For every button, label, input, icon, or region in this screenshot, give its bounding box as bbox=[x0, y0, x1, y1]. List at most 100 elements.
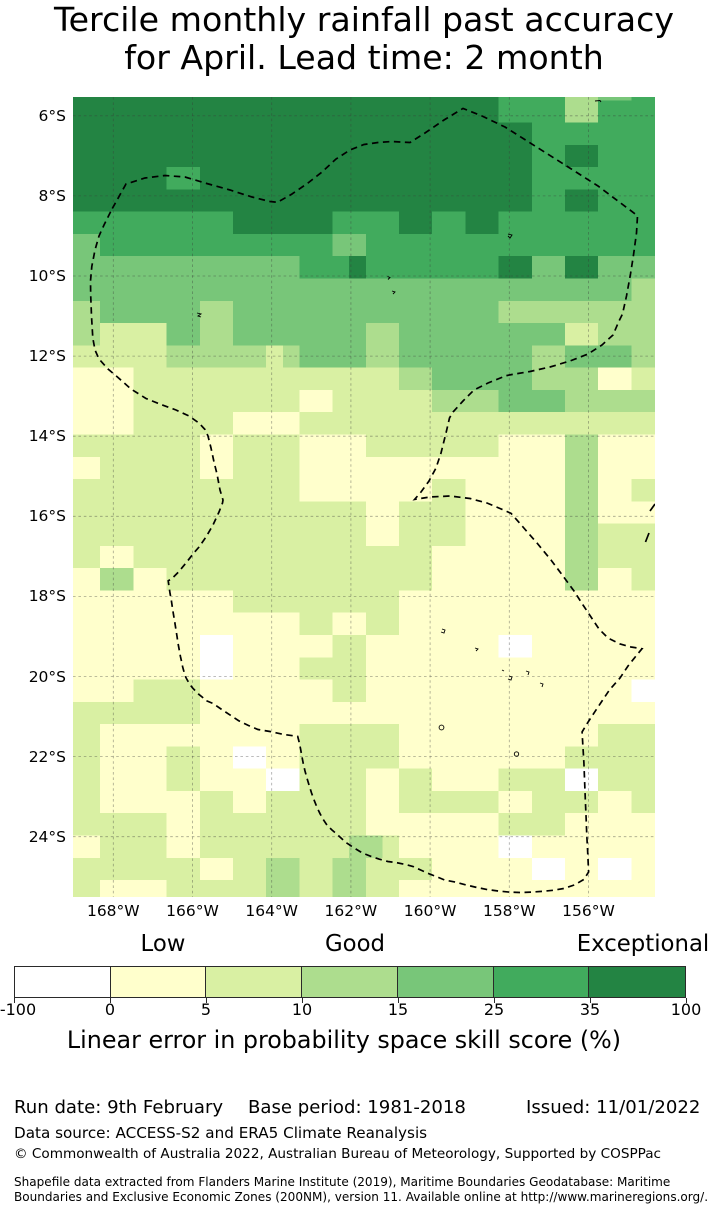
heatmap-cell bbox=[216, 545, 233, 569]
heatmap-cell bbox=[498, 211, 516, 234]
heatmap-cell bbox=[282, 612, 300, 635]
heatmap-cell bbox=[233, 300, 250, 324]
heatmap-cell bbox=[399, 724, 416, 747]
heatmap-cell bbox=[133, 278, 150, 301]
heatmap-cell bbox=[316, 880, 333, 897]
heatmap-cell bbox=[415, 100, 433, 123]
heatmap-cell bbox=[282, 746, 300, 769]
heatmap-cell bbox=[150, 345, 167, 368]
heatmap-cell bbox=[249, 590, 267, 613]
heatmap-cell bbox=[332, 790, 350, 814]
manihiki-island bbox=[391, 290, 396, 295]
heatmap-cell bbox=[216, 724, 233, 747]
heatmap-cell bbox=[150, 701, 167, 725]
heatmap-cell bbox=[116, 389, 134, 413]
heatmap-cell bbox=[150, 97, 167, 101]
heatmap-cell bbox=[598, 768, 615, 791]
heatmap-cell bbox=[614, 880, 632, 897]
heatmap-cell bbox=[332, 768, 350, 791]
heatmap-cell bbox=[581, 211, 599, 234]
heatmap-cell bbox=[199, 768, 217, 791]
heatmap-cell bbox=[531, 345, 549, 368]
heatmap-cell bbox=[598, 167, 615, 190]
lat-tick-label: 18°S bbox=[28, 587, 66, 606]
heatmap-cell bbox=[598, 679, 615, 702]
heatmap-cell bbox=[448, 434, 466, 457]
heatmap-cell bbox=[166, 590, 184, 613]
heatmap-cell bbox=[150, 857, 167, 881]
heatmap-cell bbox=[399, 456, 416, 480]
heatmap-cell bbox=[598, 256, 615, 279]
heatmap-cell bbox=[432, 835, 449, 858]
heatmap-cell bbox=[83, 167, 101, 190]
heatmap-cell bbox=[133, 412, 150, 435]
heatmap-cell bbox=[482, 880, 499, 897]
heatmap-cell bbox=[415, 256, 433, 279]
heatmap-cell bbox=[365, 880, 383, 897]
heatmap-cell bbox=[233, 880, 250, 897]
heatmap-cell bbox=[316, 412, 333, 435]
heatmap-cell bbox=[648, 545, 655, 569]
heatmap-cell bbox=[249, 612, 267, 635]
heatmap-cell bbox=[83, 211, 101, 234]
heatmap-cell bbox=[332, 501, 350, 524]
heatmap-cell bbox=[548, 790, 565, 814]
figure-title: Tercile monthly rainfall past accuracy f… bbox=[7, 1, 714, 77]
heatmap-cell bbox=[233, 790, 250, 814]
heatmap-cell bbox=[515, 612, 532, 635]
heatmap-cell bbox=[515, 122, 532, 145]
heatmap-cell bbox=[282, 857, 300, 881]
heatmap-cell bbox=[216, 256, 233, 279]
heatmap-cell bbox=[448, 189, 466, 212]
heatmap-cell bbox=[631, 657, 648, 680]
heatmap-cell bbox=[598, 412, 615, 435]
lat-tick-label: 12°S bbox=[28, 347, 66, 366]
heatmap-cell bbox=[448, 746, 466, 769]
heatmap-cell bbox=[365, 233, 383, 257]
heatmap-cell bbox=[399, 857, 416, 881]
heatmap-cell bbox=[448, 590, 466, 613]
heatmap-cell bbox=[332, 679, 350, 702]
heatmap-cell bbox=[598, 701, 615, 725]
heatmap-cell bbox=[249, 367, 267, 390]
heatmap-cell bbox=[581, 501, 599, 524]
heatmap-cell bbox=[316, 167, 333, 190]
colorbar-segment bbox=[110, 967, 207, 997]
heatmap-cell bbox=[631, 434, 648, 457]
heatmap-cell bbox=[365, 746, 383, 769]
shapefile-attribution-line2: Boundaries and Exclusive Economic Zones … bbox=[14, 1190, 709, 1205]
heatmap-cell bbox=[631, 835, 648, 858]
heatmap-cell bbox=[382, 523, 399, 546]
heatmap-cell bbox=[100, 679, 117, 702]
heatmap-cell bbox=[299, 790, 316, 814]
colorbar-segment bbox=[206, 967, 303, 997]
heatmap-cell bbox=[332, 167, 350, 190]
heatmap-cell bbox=[648, 880, 655, 897]
heatmap-cell bbox=[515, 97, 532, 101]
heatmap-cell bbox=[150, 679, 167, 702]
heatmap-cell bbox=[531, 501, 549, 524]
heatmap-cell bbox=[183, 679, 200, 702]
heatmap-cell bbox=[415, 813, 433, 836]
heatmap-cell bbox=[448, 300, 466, 324]
heatmap-cell bbox=[183, 233, 200, 257]
heatmap-cell bbox=[73, 724, 84, 747]
heatmap-cell bbox=[482, 568, 499, 591]
lat-tick-label: 8°S bbox=[38, 186, 66, 205]
heatmap-cell bbox=[365, 857, 383, 881]
heatmap-cell bbox=[349, 456, 366, 480]
heatmap-cell bbox=[100, 389, 117, 413]
heatmap-cell bbox=[299, 189, 316, 212]
heatmap-cell bbox=[349, 211, 366, 234]
rakahanga-island bbox=[387, 276, 391, 280]
heatmap-cell bbox=[183, 746, 200, 769]
heatmap-cell bbox=[581, 456, 599, 480]
heatmap-cell bbox=[631, 211, 648, 234]
heatmap-cell bbox=[249, 389, 267, 413]
heatmap-cell bbox=[150, 434, 167, 457]
heatmap-cell bbox=[531, 568, 549, 591]
heatmap-cell bbox=[150, 790, 167, 814]
mangaia-island bbox=[513, 751, 520, 757]
heatmap-cell bbox=[133, 635, 150, 658]
heatmap-cell bbox=[448, 813, 466, 836]
